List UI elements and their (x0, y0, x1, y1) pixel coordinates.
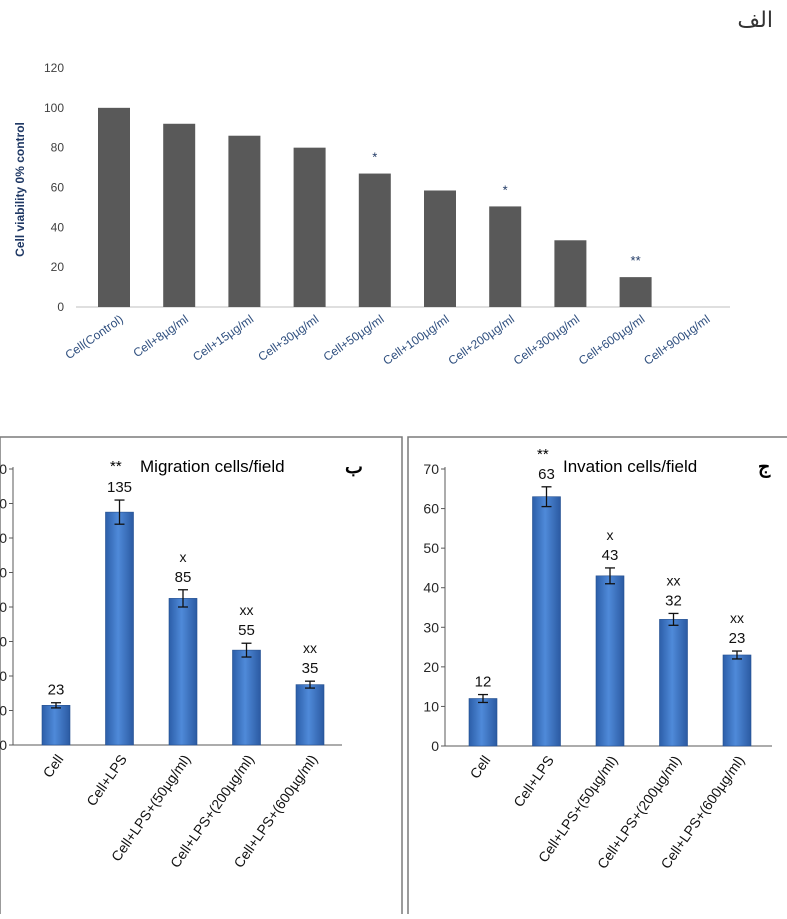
chart-c-y-tick-label: 60 (423, 501, 439, 517)
panel-b-frame (0, 436, 403, 918)
chart-a-category-label: Cell+15µg/ml (190, 312, 256, 364)
chart-a-category-label: Cell+50µg/ml (321, 312, 387, 364)
chart-b: 0 20 40 60 80 100 120 140 160 Migration cells/fie… (0, 457, 363, 871)
chart-c-y-tick-label: 30 (423, 619, 439, 635)
chart-a-bar (619, 277, 652, 307)
chart-a-y-tick-label: 80 (51, 141, 65, 155)
chart-a-category-label: Cell(Control) (63, 312, 126, 362)
chart-c-y-tick-label: 0 (431, 738, 439, 754)
chart-c-data-label: 43 (602, 547, 619, 564)
chart-a-category-label: Cell+300µg/ml (511, 312, 582, 368)
chart-b-bar (168, 598, 198, 746)
chart-c-y-tick-label: 40 (423, 580, 439, 596)
chart-c-bar (532, 496, 561, 747)
chart-c-panel-label: ج (758, 457, 771, 478)
chart-a-y-tick-label: 100 (44, 101, 64, 115)
chart-c-y-tick-label: 50 (423, 540, 439, 556)
chart-a-bar (358, 173, 391, 307)
chart-b-data-label: 55 (238, 622, 255, 639)
chart-c: 0 10 20 30 40 50 60 70 Invation cells/field ** ج 12… (423, 446, 772, 872)
chart-b-bar (295, 684, 325, 746)
chart-c-bar (468, 698, 498, 747)
chart-b-panel-label: ب (345, 457, 363, 478)
chart-a-bar (293, 147, 326, 307)
chart-b-data-label: 135 (107, 479, 132, 496)
chart-a-bar (489, 206, 522, 307)
chart-a-category-label: Cell+900µg/ml (641, 312, 712, 368)
chart-c-y-tick-label: 20 (423, 659, 439, 675)
chart-a-category-label: Cell+8µg/ml (131, 312, 191, 360)
chart-c-category-label: Cell (467, 753, 494, 782)
chart-a-category-label: Cell+30µg/ml (255, 312, 321, 364)
chart-b-y-tick-label: 120 (0, 530, 7, 546)
chart-b-y-tick-label: 160 (0, 461, 7, 477)
chart-c-significance-mark: xx (730, 610, 744, 626)
chart-a-bar (554, 240, 587, 307)
chart-a-significance-mark: ** (631, 253, 641, 268)
chart-c-title-significance: ** (537, 446, 549, 463)
chart-c-bar (595, 575, 625, 747)
chart-c-title: Invation cells/field (563, 457, 697, 476)
chart-b-title: Migration cells/field (140, 457, 285, 476)
chart-c-significance-mark: x (607, 527, 614, 543)
chart-c-bar (659, 619, 688, 747)
chart-b-bar (105, 511, 134, 746)
chart-a-category-label: Cell+200µg/ml (446, 312, 517, 368)
chart-a: 0 20 40 60 80 100 120 Cell viability 0% control… (13, 61, 730, 368)
chart-a-category-label: Cell+600µg/ml (576, 312, 647, 368)
chart-b-y-tick-label: 80 (0, 599, 7, 615)
chart-b-category-label: Cell (40, 752, 67, 781)
chart-a-y-tick-label: 0 (57, 300, 64, 314)
chart-c-data-label: 32 (665, 592, 682, 609)
chart-a-bar (228, 135, 261, 307)
chart-a-y-tick-label: 60 (51, 181, 65, 195)
chart-b-bar (41, 705, 71, 746)
chart-a-y-axis-title: Cell viability 0% control (13, 122, 27, 257)
chart-b-y-tick-label: 40 (0, 668, 7, 684)
chart-b-significance-mark: xx (303, 640, 317, 656)
chart-b-data-label: 85 (175, 569, 192, 586)
chart-a-y-tick-label: 120 (44, 61, 64, 75)
panel-label-a: الف (737, 8, 773, 33)
chart-a-y-tick-label: 40 (51, 220, 65, 234)
chart-c-data-label: 12 (475, 674, 492, 691)
chart-b-category-label: Cell+LPS (83, 752, 130, 809)
chart-c-y-tick-label: 10 (423, 698, 439, 714)
chart-a-category-label: Cell+100µg/ml (380, 312, 451, 368)
chart-b-significance-mark: x (180, 549, 187, 565)
chart-b-y-tick-label: 140 (0, 496, 7, 512)
chart-a-significance-mark: * (503, 182, 508, 197)
chart-c-y-tick-label: 70 (423, 461, 439, 477)
chart-b-bar (232, 649, 261, 746)
chart-a-bar (163, 123, 196, 308)
chart-b-data-label: 35 (302, 660, 319, 677)
chart-b-y-tick-label: 60 (0, 634, 7, 650)
chart-a-bar (424, 190, 456, 307)
chart-a-y-tick-label: 20 (51, 260, 65, 274)
chart-a-significance-mark: * (372, 150, 377, 165)
chart-c-data-label: 23 (729, 630, 746, 647)
chart-b-y-tick-label: 100 (0, 565, 7, 581)
chart-b-title-significance: ** (110, 458, 122, 475)
chart-a-bar (98, 107, 130, 307)
chart-b-data-label: 23 (48, 682, 65, 699)
chart-b-significance-mark: xx (240, 602, 254, 618)
chart-c-significance-mark: xx (667, 572, 681, 588)
chart-c-data-label: 63 (538, 466, 555, 483)
chart-c-bar (722, 654, 752, 747)
chart-b-y-tick-label: 0 (0, 737, 7, 753)
chart-c-category-label: Cell+LPS (510, 753, 557, 810)
chart-b-y-tick-label: 20 (0, 703, 7, 719)
